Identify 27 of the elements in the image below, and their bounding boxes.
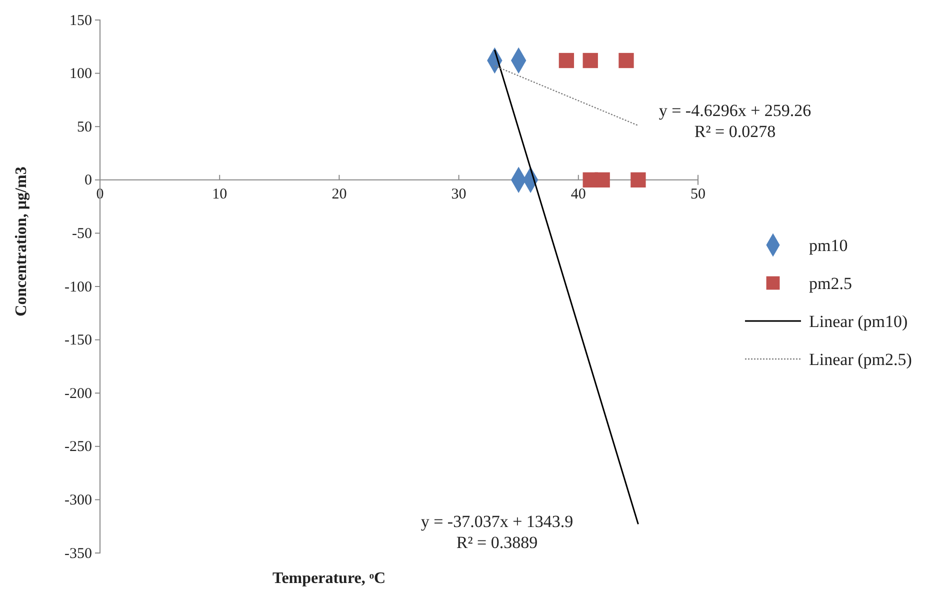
x-tick-label: 40 [570,186,586,203]
x-tick-label: 10 [212,186,228,203]
y-tick-label: -250 [64,439,92,456]
x-tick-label: 0 [96,186,104,203]
x-tick-label: 20 [332,186,347,203]
legend-label: Linear (pm10) [809,312,908,331]
x-axis-title: Temperature, ᵒC [272,570,386,587]
annotation: y = -37.037x + 1343.9 [420,512,574,531]
y-tick-label: 50 [77,119,92,136]
annotation: y = -4.6296x + 259.26 [658,101,812,120]
y-tick-label: -300 [64,492,92,508]
legend-label: pm10 [809,236,848,255]
y-tick-label: -200 [64,386,92,402]
x-tick-label: 30 [451,186,466,203]
annotation: R² = 0.3889 [456,533,538,552]
y-tick-label: 100 [70,66,92,82]
y-tick-label: -150 [64,332,92,349]
x-tick-label: 50 [690,186,706,203]
y-axis-title: Concentration, µg/m3 [13,166,30,316]
y-tick-label: -100 [64,279,92,296]
legend-label: Linear (pm2.5) [809,350,912,369]
annotation: R² = 0.0278 [694,122,776,141]
y-tick-label: 0 [84,172,92,189]
y-tick-label: -50 [72,226,92,242]
y-tick-label: -350 [64,546,92,562]
y-tick-label: 150 [70,12,92,29]
legend-label: pm2.5 [809,274,852,293]
